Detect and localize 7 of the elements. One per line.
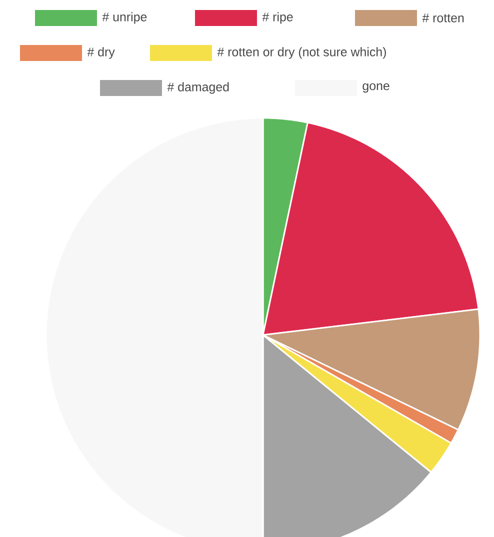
legend-label: gone: [362, 83, 390, 93]
legend-label: # unripe: [102, 12, 147, 24]
legend-label: # rotten: [422, 14, 464, 22]
legend-label: # dry: [87, 47, 115, 59]
legend-label: # damaged: [167, 82, 229, 94]
legend-label: # ripe: [262, 12, 293, 24]
legend-label: # rotten or dry (not sure which): [217, 47, 386, 59]
